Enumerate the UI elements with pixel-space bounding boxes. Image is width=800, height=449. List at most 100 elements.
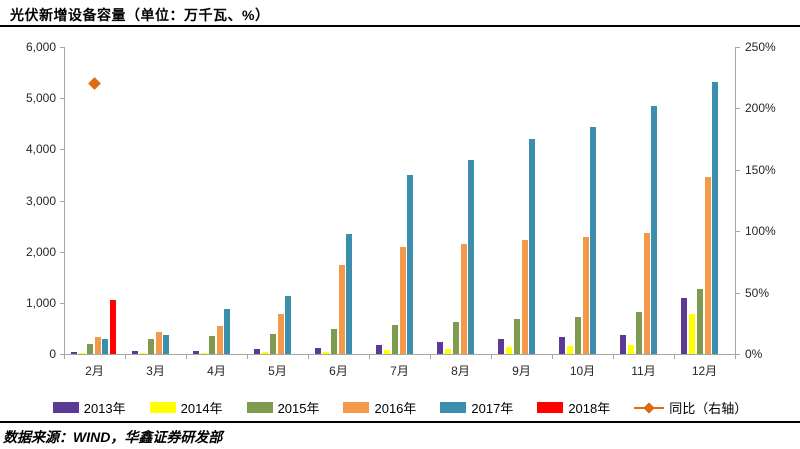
y-axis-left-label: 6,000 [25, 40, 56, 54]
bar-2014年-10月 [566, 346, 573, 354]
legend-label: 2014年 [180, 400, 223, 416]
legend-swatch [440, 401, 467, 413]
legend-label: 2017年 [471, 400, 514, 416]
bar-2015年-4月 [208, 336, 215, 354]
y-axis-right-tick [736, 108, 740, 110]
bar-2015年-2月 [86, 344, 93, 354]
legend-item-2014年: 2014年 [149, 398, 223, 417]
bar-2013年-10月 [559, 337, 565, 354]
bar-2013年-9月 [498, 339, 504, 354]
x-axis-label: 12月 [691, 364, 718, 378]
legend-swatch [343, 401, 370, 413]
y-axis-right [735, 47, 736, 355]
bar-2013年-6月 [315, 348, 321, 354]
bar-2017年-11月 [651, 106, 658, 354]
x-axis-tick [674, 355, 675, 359]
bar-2017年-5月 [285, 296, 292, 354]
legend-label: 2013年 [83, 400, 126, 416]
x-axis-tick [369, 355, 370, 359]
x-axis-tick [64, 355, 65, 359]
y-axis-left-tick [60, 354, 64, 355]
bar-2013年-12月 [681, 298, 687, 354]
y-axis-right-label: 0% [745, 347, 763, 361]
legend-label: 2015年 [277, 400, 320, 416]
bar-2018年-2月 [110, 300, 117, 354]
y-axis-right-tick [736, 292, 740, 294]
y-axis-left-label: 3,000 [25, 193, 56, 208]
bar-2013年-2月 [71, 352, 77, 354]
bar-2017年-2月 [102, 339, 109, 354]
y-axis-left-tick [60, 200, 64, 202]
bar-2013年-4月 [193, 351, 199, 354]
legend-label: 同比（右轴） [669, 400, 748, 416]
x-axis-tick [430, 355, 431, 359]
title-underline [0, 25, 800, 27]
y-axis-right-tick [736, 169, 740, 171]
bar-2015年-5月 [269, 334, 276, 354]
y-axis-left-tick [60, 302, 64, 304]
x-axis-label: 7月 [390, 364, 409, 378]
legend: 2013年 2014年 2015年 2016年 2017年 2018年 同比（右轴） [0, 396, 800, 418]
bar-2016年-11月 [643, 233, 650, 354]
legend-label: 2018年 [568, 400, 611, 416]
y-axis-right-tick [736, 47, 740, 48]
bar-2017年-10月 [590, 127, 597, 354]
legend-swatch [246, 401, 273, 413]
x-axis-tick [125, 355, 126, 359]
y-axis-left-label: 4,000 [25, 142, 56, 157]
legend-label: 2016年 [374, 400, 417, 416]
bar-2014年-8月 [444, 349, 451, 354]
x-axis-label: 5月 [268, 364, 287, 378]
bar-2014年-7月 [383, 350, 390, 354]
bar-2016年-4月 [216, 326, 223, 354]
x-axis-tick [491, 355, 492, 359]
legend-swatch [52, 401, 79, 413]
legend-item-2015年: 2015年 [246, 398, 320, 417]
yoy-diamond-marker [88, 77, 101, 91]
legend-diamond [643, 401, 655, 414]
x-axis-tick [247, 355, 248, 359]
bar-2014年-3月 [139, 353, 146, 354]
bar-2014年-11月 [627, 345, 634, 354]
bar-2014年-2月 [78, 353, 85, 354]
y-axis-right-label: 250% [745, 40, 776, 54]
bar-2013年-11月 [620, 335, 626, 354]
y-axis-left-label: 2,000 [25, 244, 56, 259]
legend-line-diamond-marker [634, 401, 665, 414]
x-axis-label: 10月 [569, 364, 596, 378]
y-axis-left-tick [60, 47, 64, 48]
bar-2016年-10月 [582, 237, 589, 354]
bar-2016年-5月 [277, 314, 284, 354]
bar-2017年-12月 [712, 82, 719, 354]
y-axis-right-label: 150% [745, 162, 776, 177]
bar-2015年-10月 [574, 317, 581, 354]
bar-2014年-12月 [688, 314, 695, 354]
y-axis-left-label: 0 [49, 347, 56, 361]
bar-2015年-11月 [635, 312, 642, 354]
bar-2017年-9月 [529, 139, 536, 354]
bar-2017年-7月 [407, 175, 414, 354]
bar-2014年-9月 [505, 347, 512, 354]
x-axis-tick [552, 355, 553, 359]
bar-2017年-8月 [468, 160, 475, 354]
bar-2017年-6月 [346, 234, 353, 354]
y-axis-right-label: 100% [745, 224, 776, 239]
x-axis-tick [308, 355, 309, 359]
bar-2015年-12月 [696, 289, 703, 354]
x-axis-label: 9月 [512, 364, 531, 378]
bar-2016年-12月 [704, 177, 711, 354]
bar-2016年-7月 [399, 247, 406, 354]
legend-item-2016年: 2016年 [343, 398, 416, 417]
data-source-note: 数据来源：WIND，华鑫证券研发部 [3, 429, 223, 445]
y-axis-left-label: 5,000 [25, 91, 56, 106]
legend-swatch [149, 401, 176, 413]
footer-separator [0, 421, 800, 423]
bar-2015年-6月 [330, 329, 337, 354]
x-axis-label: 8月 [451, 364, 470, 378]
y-axis-left-tick [60, 149, 64, 151]
x-axis-tick [186, 355, 187, 359]
y-axis-right-label: 200% [745, 101, 776, 116]
bar-2016年-8月 [460, 244, 467, 354]
